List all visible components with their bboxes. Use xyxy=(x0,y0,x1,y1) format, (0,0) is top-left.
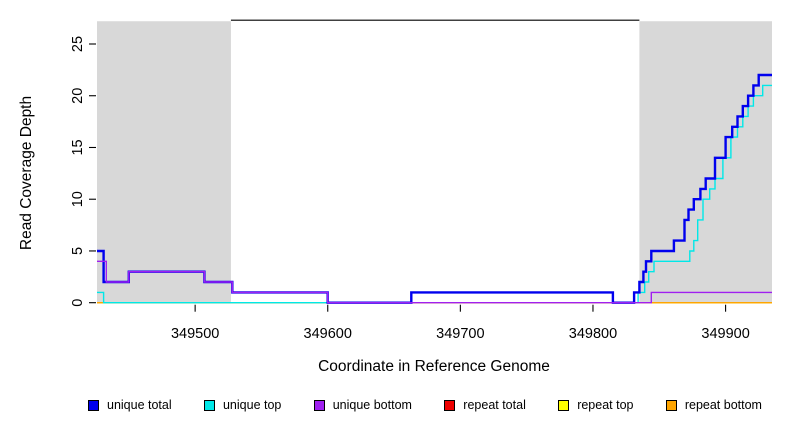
legend-label: repeat bottom xyxy=(684,397,762,412)
x-tick-label: 349900 xyxy=(701,326,749,342)
x-axis: 349500 349600 349700 349800 349900 xyxy=(171,304,750,342)
legend-item-repeat-bottom: repeat bottom xyxy=(665,397,762,412)
y-tick-label: 10 xyxy=(70,191,86,207)
legend-label: repeat total xyxy=(463,397,526,412)
y-tick-label: 25 xyxy=(70,36,86,52)
y-tick-label: 20 xyxy=(70,88,86,104)
legend-item-repeat-top: repeat top xyxy=(558,399,633,412)
x-axis-title: Coordinate in Reference Genome xyxy=(318,358,550,375)
y-axis-title: Read Coverage Depth xyxy=(18,96,35,250)
legend-label: repeat top xyxy=(577,397,634,412)
legend-label: unique top xyxy=(222,397,282,412)
left-repeat-region xyxy=(97,21,231,303)
legend-label: unique bottom xyxy=(332,397,412,412)
legend-item-unique-top: unique top xyxy=(203,397,282,412)
legend-swatch-repeat-top xyxy=(558,399,570,411)
legend-swatch-repeat-bottom xyxy=(665,399,677,411)
legend-swatch-repeat-total xyxy=(444,399,456,411)
right-repeat-region xyxy=(639,21,772,303)
x-tick-label: 349700 xyxy=(436,326,484,342)
x-tick-label: 349800 xyxy=(569,326,617,342)
legend-item-repeat-total: repeat total xyxy=(444,399,526,412)
y-tick-label: 15 xyxy=(70,139,86,155)
coverage-series xyxy=(97,73,772,304)
legend-swatch-unique-bottom xyxy=(313,399,325,411)
legend-label: unique total xyxy=(107,397,172,412)
shaded-regions xyxy=(97,21,772,303)
legend-swatch-unique-total xyxy=(88,399,99,411)
legend-item-unique-bottom: unique bottom xyxy=(313,397,412,412)
x-tick-label: 349500 xyxy=(171,326,219,342)
series-unique-bottom xyxy=(97,260,772,304)
y-tick-label: 5 xyxy=(70,247,86,255)
y-tick-label: 0 xyxy=(70,299,86,307)
y-axis: 0 5 10 15 20 25 xyxy=(70,36,96,307)
legend: unique total unique top unique bottom repea… xyxy=(88,396,762,414)
legend-swatch-unique-top xyxy=(203,399,215,411)
legend-item-unique-total: unique total xyxy=(88,399,172,412)
x-tick-label: 349600 xyxy=(304,326,352,342)
